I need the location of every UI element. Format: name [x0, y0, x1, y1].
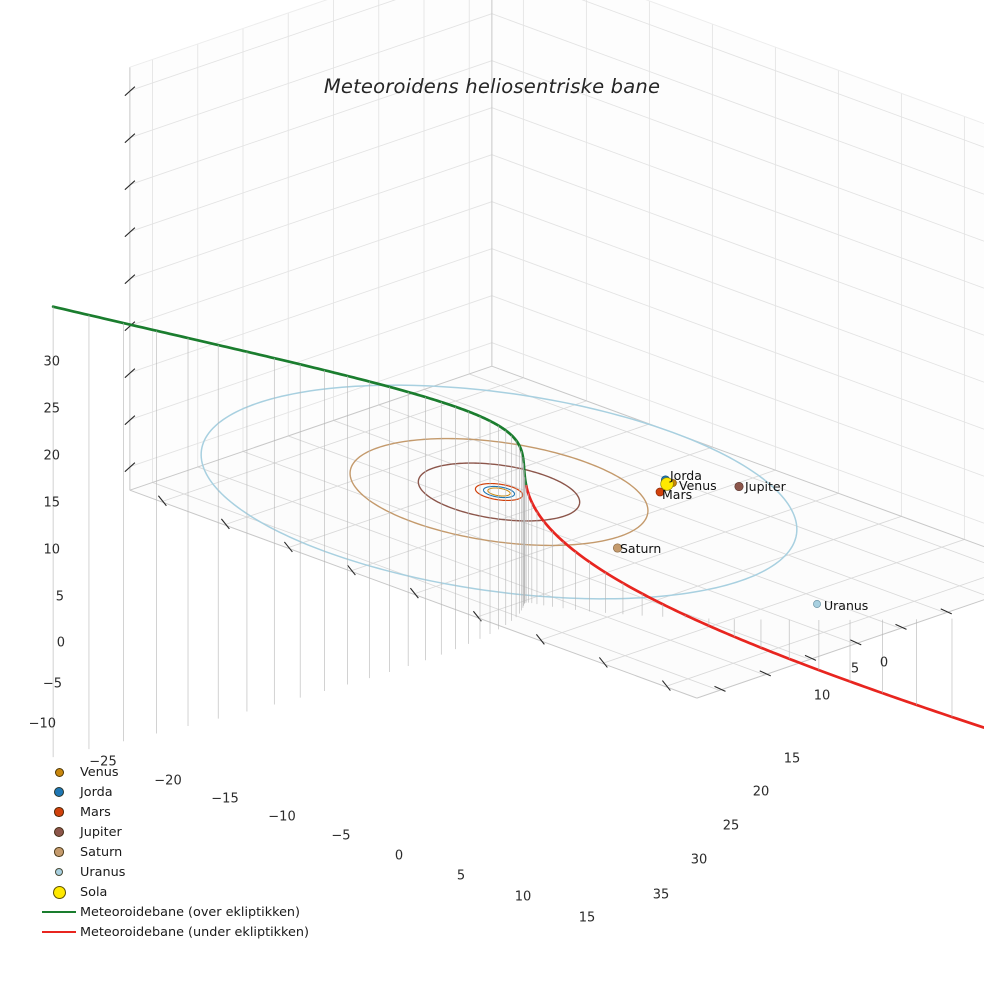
legend-item-meteoroidebane-7[interactable]: Meteoroidebane (over ekliptikken): [38, 902, 309, 922]
grid-lines: [129, 0, 984, 699]
legend-item-saturn-4[interactable]: Saturn: [38, 842, 309, 862]
z-tick-8: −10: [28, 716, 56, 732]
body-label-mars: Mars: [662, 487, 693, 502]
legend-item-jupiter-3[interactable]: Jupiter: [38, 822, 309, 842]
legend-item-meteoroidebane-8[interactable]: Meteoroidebane (under ekliptikken): [38, 922, 309, 942]
legend-item-jorda-1[interactable]: Jorda: [38, 782, 309, 802]
y-tick-5: 25: [722, 818, 740, 834]
page-title: Meteoroidens heliosentriske bane: [323, 75, 661, 98]
legend: Venus Jorda Mars Jupiter Saturn Uranus Sola Met…: [38, 762, 309, 942]
body-label-jupiter: Jupiter: [745, 479, 786, 494]
legend-line-icon: [42, 911, 76, 913]
orbit-path: [349, 437, 649, 547]
z-tick-7: −5: [42, 676, 62, 692]
legend-item-uranus-5[interactable]: Uranus: [38, 862, 309, 882]
trajectory-stems: [52, 306, 953, 758]
x-tick-5: 0: [394, 848, 404, 864]
y-tick-3: 15: [783, 751, 801, 767]
legend-item-venus-0[interactable]: Venus: [38, 762, 309, 782]
x-tick-8: 15: [578, 910, 596, 926]
legend-marker-icon: [54, 867, 64, 877]
x-tick-4: −5: [331, 828, 351, 844]
z-tick-6: 0: [56, 635, 65, 651]
legend-item-label: Saturn: [80, 844, 123, 860]
x-tick-0: −25: [89, 754, 117, 770]
legend-line-icon: [42, 931, 76, 933]
legend-item-label: Venus: [80, 764, 119, 780]
body-label-uranus: Uranus: [824, 598, 869, 613]
x-tick-6: 5: [456, 868, 466, 884]
y-tick-6: 30: [690, 852, 708, 868]
marker-saturn: [612, 543, 623, 553]
legend-item-label: Meteoroidebane (over ekliptikken): [80, 904, 301, 920]
legend-marker-icon: [54, 787, 64, 797]
z-tick-3: 15: [43, 495, 60, 511]
legend-item-label: Jupiter: [80, 824, 122, 840]
trajectory-segment: [525, 484, 984, 730]
axis-tick-marks: [124, 86, 952, 692]
marker-mars: [655, 487, 665, 497]
marker-uranus: [813, 600, 821, 608]
y-tick-1: 5: [850, 661, 860, 677]
x-tick-1: −20: [154, 773, 182, 789]
marker-sola: [660, 477, 674, 491]
z-tick-1: 25: [43, 401, 60, 417]
y-tick-7: 35: [652, 887, 670, 903]
body-label-jorda: Jorda: [670, 468, 702, 483]
x-tick-2: −15: [211, 791, 239, 807]
z-tick-0: 30: [43, 354, 60, 370]
x-tick-3: −10: [268, 809, 296, 825]
z-tick-5: 5: [55, 589, 64, 605]
legend-item-label: Meteoroidebane (under ekliptikken): [80, 924, 309, 940]
legend-marker-icon: [54, 807, 64, 817]
legend-item-label: Mars: [80, 804, 111, 820]
legend-item-sola-6[interactable]: Sola: [38, 882, 309, 902]
y-tick-4: 20: [752, 784, 770, 800]
y-tick-2: 10: [813, 688, 831, 704]
body-label-saturn: Saturn: [620, 541, 662, 556]
legend-marker-icon: [54, 767, 64, 777]
orbit-path: [200, 384, 798, 600]
z-tick-4: 10: [43, 542, 60, 558]
planet-markers: [612, 475, 821, 608]
legend-item-label: Sola: [80, 884, 108, 900]
orbit-path: [482, 485, 516, 499]
legend-marker-icon: [52, 885, 66, 899]
x-tick-7: 10: [514, 889, 532, 905]
legend-item-mars-2[interactable]: Mars: [38, 802, 309, 822]
axis-panes: [129, 0, 984, 699]
orbit-path: [417, 462, 581, 522]
body-label-venus: Venus: [679, 478, 717, 493]
legend-marker-icon: [54, 827, 64, 837]
z-tick-2: 20: [43, 448, 60, 464]
legend-marker-icon: [54, 847, 64, 857]
legend-item-label: Uranus: [80, 864, 126, 880]
y-tick-0: 0: [879, 655, 889, 671]
planet-orbits: [200, 384, 798, 600]
marker-jupiter: [734, 481, 744, 492]
legend-item-label: Jorda: [80, 784, 113, 800]
